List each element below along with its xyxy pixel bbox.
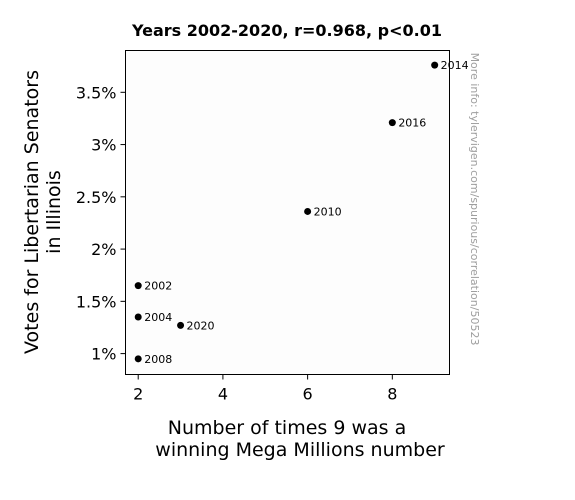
data-point [134, 282, 142, 290]
plot-area [125, 50, 450, 375]
y-axis: 1% 1.5% 2% 2.5% 3% 3.5% [76, 83, 126, 364]
data-point-label: 2010 [314, 205, 342, 218]
y-tick-label: 3% [91, 136, 116, 155]
x-tick-label: 4 [218, 385, 228, 404]
y-axis-label-line-1: Votes for Libertarian Senators [21, 70, 43, 354]
data-point-label: 2004 [144, 311, 172, 324]
data-point-label: 2014 [441, 59, 469, 72]
y-axis-label-line-2: in Illinois [43, 170, 65, 254]
x-axis: 2 4 6 8 [133, 374, 397, 404]
data-point-label: 2002 [144, 280, 172, 293]
data-point-label: 2008 [144, 353, 172, 366]
y-tick-label: 2.5% [76, 188, 117, 207]
chart-title: Years 2002-2020, r=0.968, p<0.01 [131, 21, 442, 40]
y-tick-label: 2% [91, 240, 116, 259]
data-point [388, 119, 396, 127]
data-point [134, 355, 142, 363]
data-point-label: 2020 [187, 319, 215, 332]
data-points: 2002 2004 2008 2010 2014 2016 2020 [134, 59, 469, 366]
data-point [134, 313, 142, 321]
y-tick-label: 3.5% [76, 83, 117, 102]
x-axis-label-line-2: winning Mega Millions number [155, 439, 445, 461]
y-tick-label: 1% [91, 345, 116, 364]
data-point-label: 2016 [398, 117, 426, 130]
data-point [177, 321, 185, 329]
data-point [304, 207, 312, 215]
y-tick-label: 1.5% [76, 292, 117, 311]
x-tick-label: 8 [387, 385, 397, 404]
data-point [431, 61, 439, 69]
x-tick-label: 6 [303, 385, 313, 404]
x-axis-label-line-1: Number of times 9 was a [168, 417, 406, 439]
x-tick-label: 2 [133, 385, 143, 404]
watermark-text: More info: tylervigen.com/spurious/corre… [468, 53, 481, 346]
